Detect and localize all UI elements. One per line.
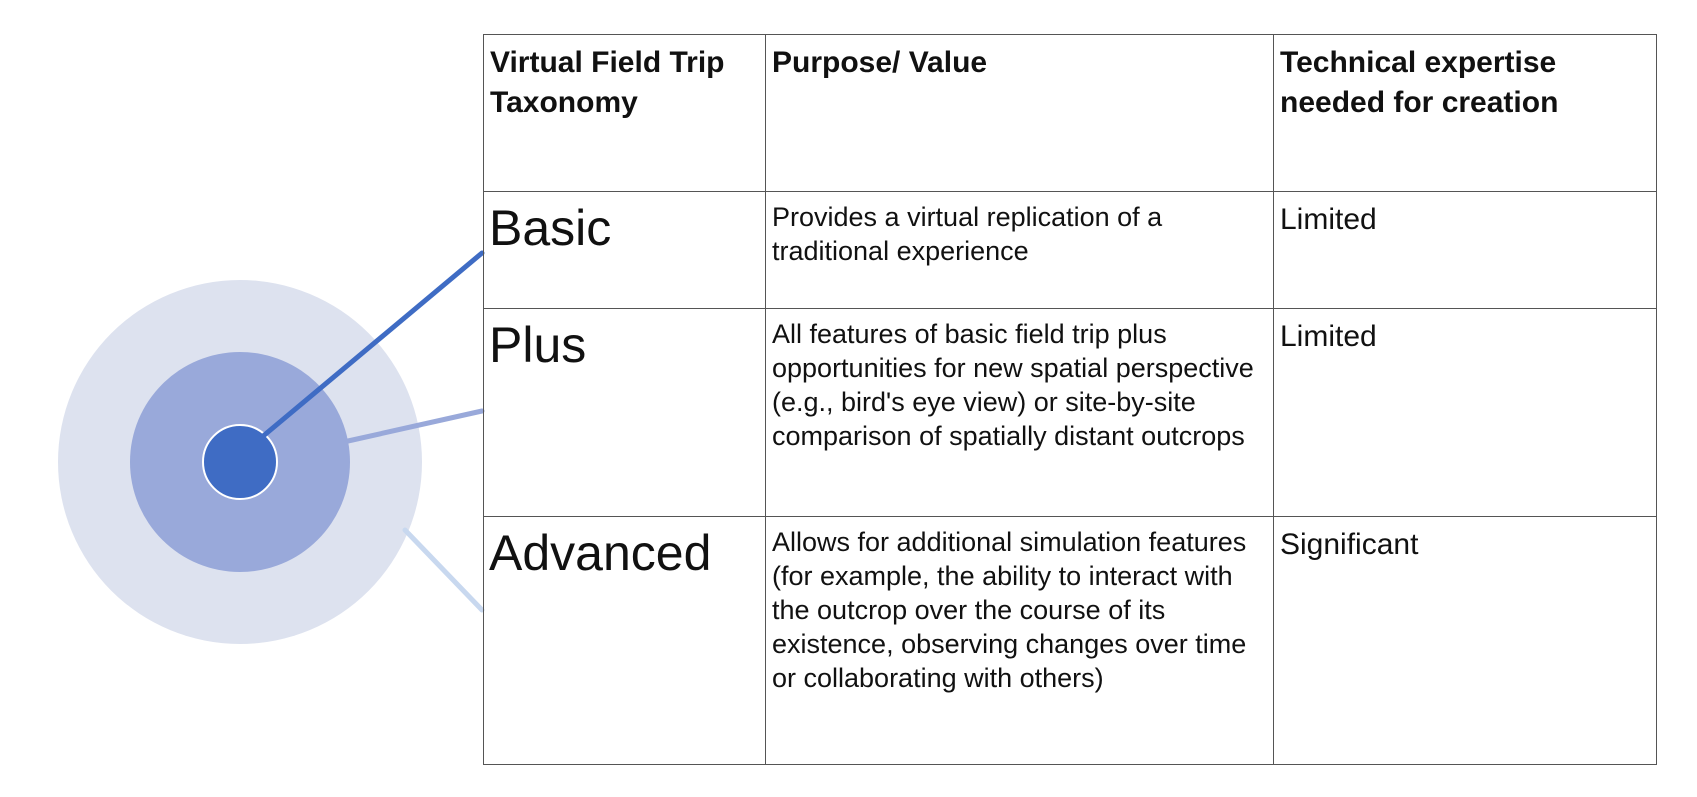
table-row-plus: Plus All features of basic field trip pl… (483, 308, 1657, 517)
connector-line-basic (259, 250, 485, 440)
connector-line-plus (345, 408, 485, 444)
header-taxonomy: Virtual Field Trip Taxonomy (483, 34, 766, 192)
table-row-basic: Basic Provides a virtual replication of … (483, 191, 1657, 309)
connector-line-advanced (402, 527, 485, 613)
table-header-row: Virtual Field Trip Taxonomy Purpose/ Val… (483, 34, 1657, 192)
expertise-basic: Limited (1273, 191, 1657, 309)
purpose-plus: All features of basic field trip plus op… (765, 308, 1274, 517)
inner-core-basic (202, 424, 278, 500)
tier-advanced: Advanced (483, 516, 766, 765)
table-row-advanced: Advanced Allows for additional simulatio… (483, 516, 1657, 765)
tier-basic: Basic (483, 191, 766, 309)
expertise-advanced: Significant (1273, 516, 1657, 765)
tier-plus: Plus (483, 308, 766, 517)
purpose-advanced: Allows for additional simulation feature… (765, 516, 1274, 765)
taxonomy-table: Virtual Field Trip Taxonomy Purpose/ Val… (483, 34, 1657, 765)
expertise-plus: Limited (1273, 308, 1657, 517)
header-purpose-value: Purpose/ Value (765, 34, 1274, 192)
purpose-basic: Provides a virtual replication of a trad… (765, 191, 1274, 309)
header-technical-expertise: Technical expertise needed for creation (1273, 34, 1657, 192)
